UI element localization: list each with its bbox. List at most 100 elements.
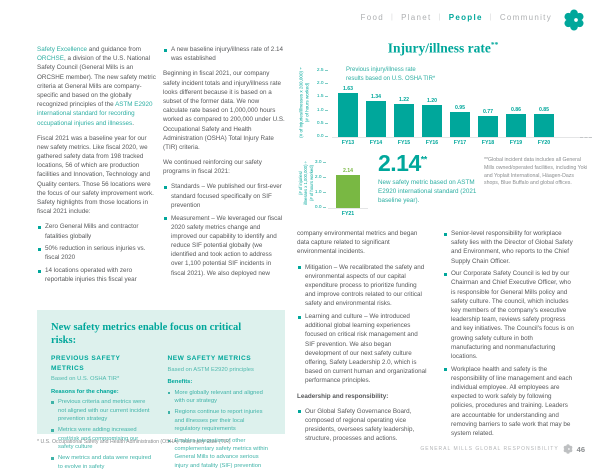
text-column-3: company environmental metrics and began … xyxy=(297,229,428,449)
plot-area: 2.14 FY21 xyxy=(328,162,368,217)
bar xyxy=(336,175,360,208)
nav-divider: | xyxy=(390,14,395,21)
x-tick-label: FY14 xyxy=(369,139,383,146)
bar-value-label: 1.22 xyxy=(398,97,410,104)
responsibility-list: Senior-level responsibility for workplac… xyxy=(443,229,574,438)
stat-caption: New safety metric based on ASTM E2920 in… xyxy=(378,179,477,205)
bar-series: 1.63 FY13 1.34 FY14 1.22 FY15 1.20 FY16 0.95 FY17… xyxy=(338,70,554,146)
section-nav: Food | Planet | People | Community xyxy=(361,13,552,22)
column-basis: Based on ASTM E2920 principles xyxy=(167,366,254,373)
chart-footnote: **Global incident data includes all Gene… xyxy=(484,157,588,187)
subsection-heading: Leadership and responsibility: xyxy=(297,392,389,400)
bar-value-label: 1.20 xyxy=(426,97,438,104)
x-tick-label: FY15 xyxy=(397,139,411,146)
astm-standard-link[interactable]: ASTM E2920 international standard for re… xyxy=(37,101,153,127)
general-mills-logo-icon xyxy=(563,444,572,454)
paragraph: We continued reinforcing our safety prog… xyxy=(163,159,262,176)
paragraph: Safety Excellence and guidance from ORCH… xyxy=(37,46,156,127)
x-tick-label: FY16 xyxy=(425,139,439,146)
list-item: Learning and culture – We introduced add… xyxy=(297,312,428,386)
axis-dashed-extension xyxy=(580,137,592,138)
benefits-list: More globally relevant and aligned with … xyxy=(167,389,272,471)
column-heading: PREVIOUS SAFETY METRICS xyxy=(51,355,121,372)
bar-value-label: 0.77 xyxy=(482,109,494,116)
y-axis-label: (# of injuries/ illnesses x 1,000,000) ÷… xyxy=(298,161,314,205)
paragraph: Fiscal 2021 was a baseline year for our … xyxy=(37,134,154,216)
orchse-link[interactable]: ORCHSE xyxy=(37,55,64,63)
bar-value-label: 2.14 xyxy=(342,168,354,175)
text-column-4: Senior-level responsibility for workplac… xyxy=(443,229,574,444)
bar-value-label: 1.63 xyxy=(342,86,354,93)
column-basis: Based on U.S. OSHA TIR* xyxy=(51,376,120,383)
bar xyxy=(422,104,442,137)
bar xyxy=(478,116,498,137)
text-column-1: Safety Excellence and guidance from ORCH… xyxy=(37,45,156,291)
chart-title: Injury/illness rate** xyxy=(387,40,499,56)
bar xyxy=(366,101,386,137)
bar-fy20: 0.85 FY20 xyxy=(534,107,554,146)
y-axis-ticks: 3.0 2.0 1.0 0.0 xyxy=(312,160,326,210)
general-mills-logo-icon xyxy=(564,9,584,31)
paragraph: Beginning in fiscal 2021, our company sa… xyxy=(163,70,285,151)
reasons-list: Previous criteria and metrics were not a… xyxy=(51,398,155,471)
chart-annotation: Previous injury/illness rate results bas… xyxy=(346,67,436,82)
nav-item-food[interactable]: Food xyxy=(360,13,384,22)
programs-list: Mitigation – We recalibrated the safety … xyxy=(297,263,428,386)
page-footer: GENERAL MILLS GLOBAL RESPONSIBILITY 46 xyxy=(420,444,585,454)
bar-fy15: 1.22 FY15 xyxy=(394,97,414,146)
list-item: Our Corporate Safety Council is led by o… xyxy=(443,269,574,361)
x-tick-label: FY13 xyxy=(341,139,355,146)
bar-fy21: 2.14 FY21 xyxy=(336,168,360,217)
bar-value-label: 1.34 xyxy=(370,94,382,101)
list-item: More globally relevant and aligned with … xyxy=(167,389,272,406)
safety-highlights-list: Zero General Mills and contractor fatali… xyxy=(37,222,156,284)
bar xyxy=(534,114,554,137)
column-lead: Reasons for the change: xyxy=(51,388,119,395)
x-tick-label: FY21 xyxy=(341,210,355,217)
x-tick-label: FY20 xyxy=(537,139,551,146)
list-item: Previous criteria and metrics were not a… xyxy=(51,398,155,423)
column-heading: NEW SAFETY METRICS xyxy=(167,355,252,363)
report-page: Food | Planet | People | Community Safet… xyxy=(37,9,594,470)
x-tick-label: FY18 xyxy=(481,139,495,146)
baseline-rate-callout: 2.14** New safety metric based on ASTM E… xyxy=(378,152,478,205)
list-item: Workplace health and safety is the respo… xyxy=(443,365,574,439)
stat-value: 2.14** xyxy=(378,150,428,176)
previous-metrics-column: PREVIOUS SAFETY METRICS Based on U.S. OS… xyxy=(51,354,155,474)
column-lead: Benefits: xyxy=(167,379,193,386)
x-tick-label: FY17 xyxy=(453,139,467,146)
bar-fy17: 0.95 FY17 xyxy=(450,104,470,146)
paragraph: company environmental metrics and began … xyxy=(297,230,418,256)
injury-illness-chart-panel: Injury/illness rate** (# of injuries/ill… xyxy=(292,40,594,227)
y-axis-ticks: 2.5 2.0 1.5 1.0 0.5 0.0 xyxy=(312,68,328,139)
list-item: Metrics were adding increased cost/risk … xyxy=(51,426,155,451)
list-item: 14 locations operated with zero reportab… xyxy=(37,266,156,284)
footnote-marker: ** xyxy=(420,154,428,165)
main-bar-chart: Previous injury/illness rate results bas… xyxy=(332,67,592,146)
nav-item-people[interactable]: People xyxy=(448,13,483,22)
bar xyxy=(506,114,526,137)
nav-item-planet[interactable]: Planet xyxy=(401,13,432,22)
footer-brand-text: GENERAL MILLS GLOBAL RESPONSIBILITY xyxy=(420,446,559,452)
bar-value-label: 0.86 xyxy=(510,107,522,113)
baseline-rate-list: A new baseline injury/illness rate of 2.… xyxy=(163,45,285,63)
list-item: 50% reduction in serious injuries vs. fi… xyxy=(37,244,156,262)
footnote-marker: ** xyxy=(490,40,499,49)
bar-fy14: 1.34 FY14 xyxy=(366,94,386,146)
bar-fy13: 1.63 FY13 xyxy=(338,86,358,146)
bar xyxy=(338,93,358,137)
page-footnote: * U.S. Occupational Safety and Health Ad… xyxy=(37,439,231,445)
bar-value-label: 0.85 xyxy=(538,107,550,114)
list-item: A new baseline injury/illness rate of 2.… xyxy=(163,45,285,63)
list-item: Mitigation – We recalibrated the safety … xyxy=(297,263,428,309)
list-item: Regions continue to report injuries and … xyxy=(167,408,272,433)
text-column-2: A new baseline injury/illness rate of 2.… xyxy=(163,45,285,284)
bar-value-label: 0.95 xyxy=(454,104,466,111)
list-item: Measurement – We leveraged our fiscal 20… xyxy=(163,214,285,278)
new-metrics-focus-box: New safety metrics enable focus on criti… xyxy=(37,310,285,470)
list-item: Zero General Mills and contractor fatali… xyxy=(37,222,156,240)
bar-fy19: 0.86 FY19 xyxy=(506,107,526,146)
safety-excellence-link[interactable]: Safety Excellence xyxy=(37,46,88,53)
nav-item-community[interactable]: Community xyxy=(499,13,552,22)
bar-fy18: 0.77 FY18 xyxy=(478,109,498,146)
